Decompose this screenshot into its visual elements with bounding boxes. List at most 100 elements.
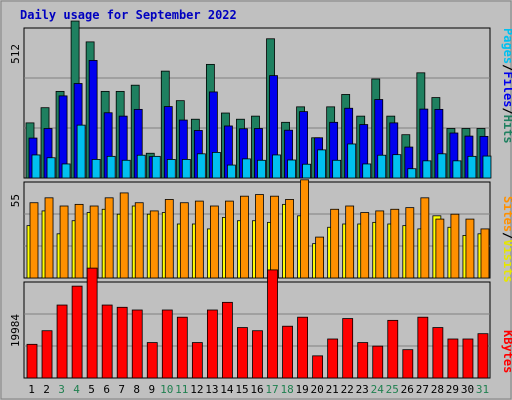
x-tick-label: 6 (103, 383, 110, 396)
hfp-axis-label: Pages/Files/Hits (501, 28, 512, 144)
visits-bar (104, 197, 114, 279)
hfp-max-label: 512 (9, 44, 22, 64)
x-tick-label: 24 (371, 383, 385, 396)
x-tick-label: 2 (43, 383, 50, 396)
visits-bar (285, 199, 294, 279)
x-tick-label: 28 (431, 383, 444, 396)
vs-max-label: 55 (9, 194, 22, 207)
visits-bar (405, 207, 415, 279)
x-tick-label: 26 (401, 383, 414, 396)
pages-bar (166, 159, 176, 179)
kbytes-bar (191, 342, 203, 379)
visits-bar (390, 208, 400, 279)
x-tick-label: 29 (446, 383, 459, 396)
pages-bar (106, 155, 116, 179)
visits-bar (149, 210, 159, 279)
pages-bar (76, 124, 86, 179)
x-tick-label: 13 (205, 383, 218, 396)
kbytes-bar (402, 349, 414, 379)
pages-label: Pages (501, 28, 512, 64)
pages-bar (181, 159, 191, 179)
visits-bar (345, 205, 355, 279)
visits-bar (450, 213, 460, 279)
kbytes-bar (462, 338, 474, 379)
visits-bar (119, 192, 129, 279)
visits-bar (89, 205, 99, 279)
visits-bar (134, 202, 144, 279)
pages-bar (136, 154, 146, 179)
chart-title: Daily usage for September 2022 (20, 8, 237, 22)
pages-bar (392, 154, 402, 179)
kbytes-bar (432, 327, 444, 379)
visits-bar (194, 200, 204, 279)
visits-bar (74, 203, 84, 279)
kbytes-bar (86, 267, 98, 379)
pages-bar (61, 163, 71, 179)
x-tick-label: 25 (386, 383, 399, 396)
pages-bar (211, 152, 221, 179)
x-tick-label: 23 (356, 383, 369, 396)
visits-bar (209, 205, 219, 279)
kbytes-bar (206, 309, 218, 379)
visits-bar (375, 210, 385, 279)
hits-label: Hits (501, 115, 512, 144)
visits-bar (480, 228, 490, 279)
x-tick-label: 11 (175, 383, 188, 396)
pages-bar (272, 154, 281, 179)
kbytes-bar (101, 304, 113, 379)
pages-bar (302, 163, 311, 179)
kbytes-bar (342, 318, 354, 379)
pages-bar (46, 157, 56, 179)
pages-bar (257, 159, 266, 179)
x-tick-label: 31 (476, 383, 489, 396)
pages-bar (332, 159, 342, 179)
kbytes-bar (41, 330, 53, 379)
pages-bar (377, 154, 387, 179)
visits-bar (59, 205, 69, 279)
x-tick-label: 16 (250, 383, 263, 396)
visits-bar (270, 195, 279, 279)
visits-bar (330, 208, 340, 279)
x-tick-label: 5 (88, 383, 95, 396)
x-tick-label: 30 (461, 383, 474, 396)
pages-bar (151, 155, 161, 179)
x-tick-label: 15 (235, 383, 248, 396)
kbytes-axis-label: KBytes (501, 330, 512, 373)
pages-bar (317, 149, 327, 179)
kbytes-bar (161, 309, 173, 379)
kbytes-bar (312, 355, 324, 379)
pages-bar (121, 159, 131, 179)
pages-bar (227, 164, 236, 179)
x-tick-label: 12 (190, 383, 203, 396)
kbytes-bar (252, 330, 263, 379)
kbytes-bar (222, 301, 233, 379)
kbytes-bar (327, 338, 339, 379)
kbytes-bar (477, 333, 489, 379)
x-tick-label: 10 (160, 383, 173, 396)
files-label: Files (501, 71, 512, 107)
kbytes-bar (146, 342, 158, 379)
kbytes-bar (387, 319, 399, 379)
x-tick-label: 18 (280, 383, 293, 396)
x-tick-label: 3 (58, 383, 65, 396)
visits-bar (255, 194, 264, 279)
pages-bar (242, 158, 251, 179)
visits-bar (465, 218, 475, 279)
visits-bar (435, 218, 445, 279)
visits-bar (240, 195, 249, 279)
x-tick-label: 27 (416, 383, 429, 396)
visits-bar (300, 179, 309, 279)
pages-bar (482, 155, 492, 179)
x-tick-label: 8 (133, 383, 140, 396)
visits-bar (29, 202, 39, 279)
x-tick-label: 17 (265, 383, 278, 396)
kbytes-bar (372, 345, 384, 379)
kbytes-bar (447, 338, 459, 379)
slash-3: / (501, 232, 512, 239)
visits-bar (315, 236, 325, 279)
kbytes-bar (176, 316, 188, 379)
pages-bar (362, 163, 372, 179)
pages-bar (422, 160, 432, 179)
bars-layer (25, 20, 492, 379)
